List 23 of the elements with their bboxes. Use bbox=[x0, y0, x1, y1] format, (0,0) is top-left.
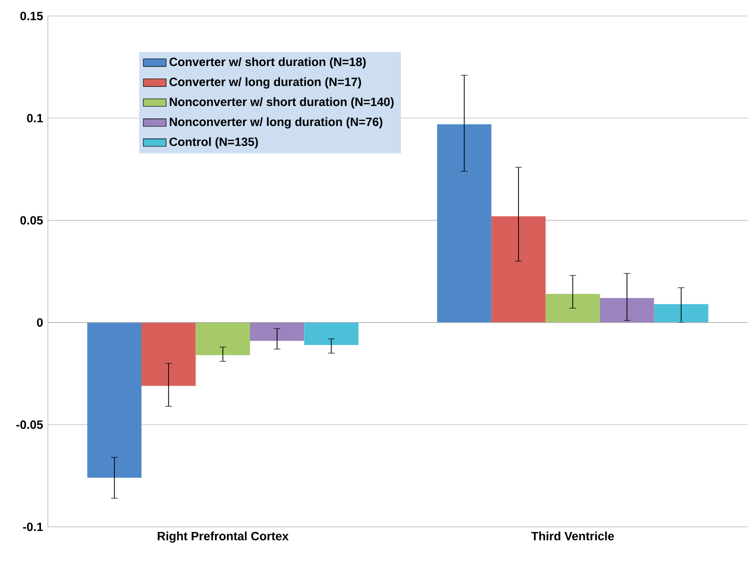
y-tick-label: 0.15 bbox=[20, 12, 43, 20]
legend-label: Control (N=135) bbox=[170, 137, 258, 148]
bar bbox=[546, 294, 600, 322]
bar bbox=[87, 322, 142, 478]
legend-label: Nonconverter w/ short duration (N=140) bbox=[170, 97, 394, 108]
bar bbox=[141, 322, 196, 386]
bar bbox=[654, 304, 708, 322]
x-tick-label: Third Ventricle bbox=[531, 531, 614, 540]
y-tick-label: 0.05 bbox=[20, 216, 43, 225]
y-tick-label: 0.1 bbox=[27, 114, 43, 122]
y-tick-label: 0 bbox=[37, 318, 43, 327]
bar bbox=[491, 216, 546, 322]
legend-label: Converter w/ long duration (N=17) bbox=[170, 77, 362, 88]
bar bbox=[196, 322, 250, 356]
legend-label: Nonconverter w/ long duration (N=76) bbox=[170, 117, 382, 128]
bar bbox=[250, 322, 304, 341]
y-tick-label: -0.05 bbox=[16, 420, 43, 429]
bar bbox=[600, 298, 654, 322]
legend-label: Converter w/ short duration (N=18) bbox=[170, 57, 366, 68]
bar bbox=[437, 124, 492, 322]
x-tick-label: Right Prefrontal Cortex bbox=[158, 531, 289, 543]
bar bbox=[304, 322, 358, 345]
y-tick-label: -0.1 bbox=[23, 522, 43, 532]
